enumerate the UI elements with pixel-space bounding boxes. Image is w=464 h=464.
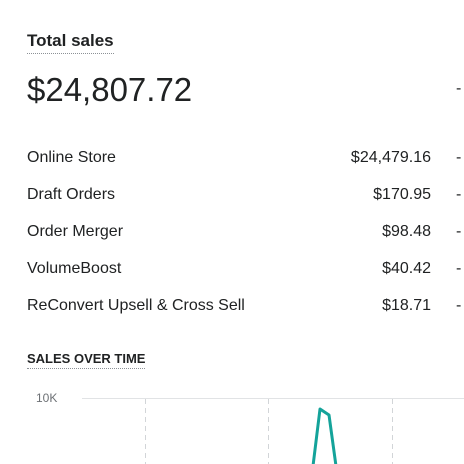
channel-label: Order Merger [27, 223, 124, 240]
channel-value: $18.71 [382, 297, 431, 314]
comparison: - [456, 260, 462, 277]
total-sales: $24,807.72 [27, 71, 193, 108]
channel-label: Draft Orders [27, 186, 116, 203]
channel-value: $98.48 [382, 223, 431, 240]
comparison: - [456, 186, 462, 203]
channel-label: VolumeBoost [27, 260, 122, 277]
sales-line [311, 407, 338, 464]
comparison: - [456, 297, 462, 314]
channel-value: $40.42 [382, 260, 431, 277]
channel-label: ReConvert Upsell & Cross Sell [27, 297, 245, 314]
comparison: - [456, 149, 462, 166]
chart-title[interactable]: SALES OVER TIME [27, 351, 146, 369]
channel-value: $24,479.16 [350, 149, 431, 166]
card-title[interactable]: Total sales [27, 31, 114, 54]
channel-label: Online Store [27, 149, 116, 166]
channel-value: $170.95 [373, 186, 431, 203]
comparison: - [456, 80, 462, 97]
comparison: - [456, 223, 462, 240]
y-tick-label: 10K [36, 391, 58, 405]
